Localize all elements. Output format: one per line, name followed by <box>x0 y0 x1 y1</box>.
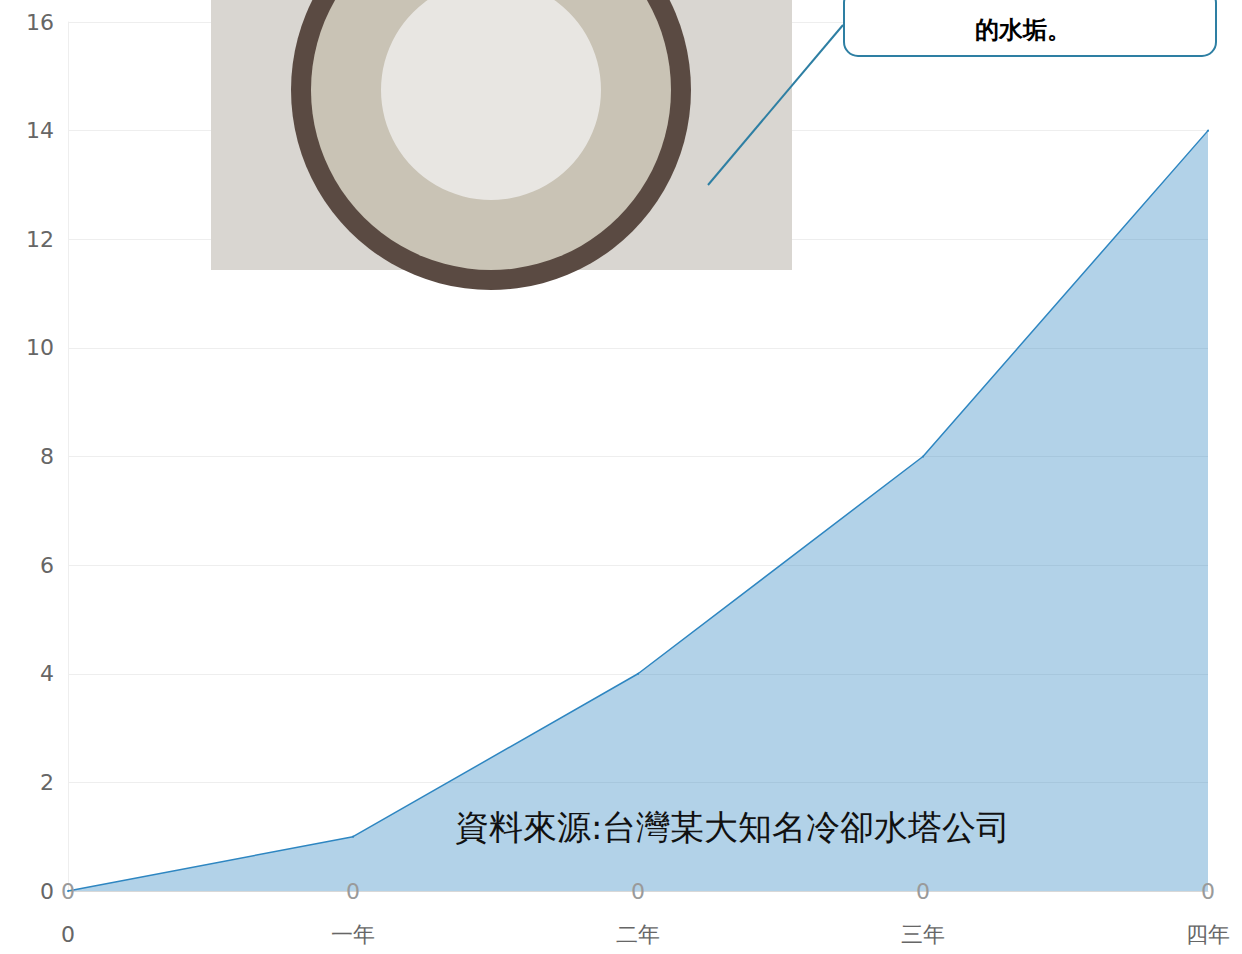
svg-text:4: 4 <box>40 661 54 686</box>
svg-text:0: 0 <box>916 879 930 904</box>
svg-text:0: 0 <box>61 879 75 904</box>
svg-text:0: 0 <box>61 922 75 947</box>
svg-text:16: 16 <box>26 10 54 35</box>
svg-text:12: 12 <box>26 227 54 252</box>
svg-text:四年: 四年 <box>1186 922 1230 947</box>
svg-text:8: 8 <box>40 444 54 469</box>
svg-text:的水垢。: 的水垢。 <box>975 16 1071 44</box>
svg-text:6: 6 <box>40 553 54 578</box>
svg-text:2: 2 <box>40 770 54 795</box>
svg-text:14: 14 <box>26 118 54 143</box>
svg-text:10: 10 <box>26 335 54 360</box>
svg-text:資料來源:台灣某大知名冷卻水塔公司: 資料來源:台灣某大知名冷卻水塔公司 <box>455 807 1010 847</box>
svg-text:0: 0 <box>1201 879 1215 904</box>
svg-text:二年: 二年 <box>616 922 660 947</box>
svg-text:0: 0 <box>631 879 645 904</box>
svg-text:0: 0 <box>40 879 54 904</box>
svg-text:0: 0 <box>346 879 360 904</box>
svg-text:三年: 三年 <box>901 922 945 947</box>
svg-text:一年: 一年 <box>331 922 375 947</box>
